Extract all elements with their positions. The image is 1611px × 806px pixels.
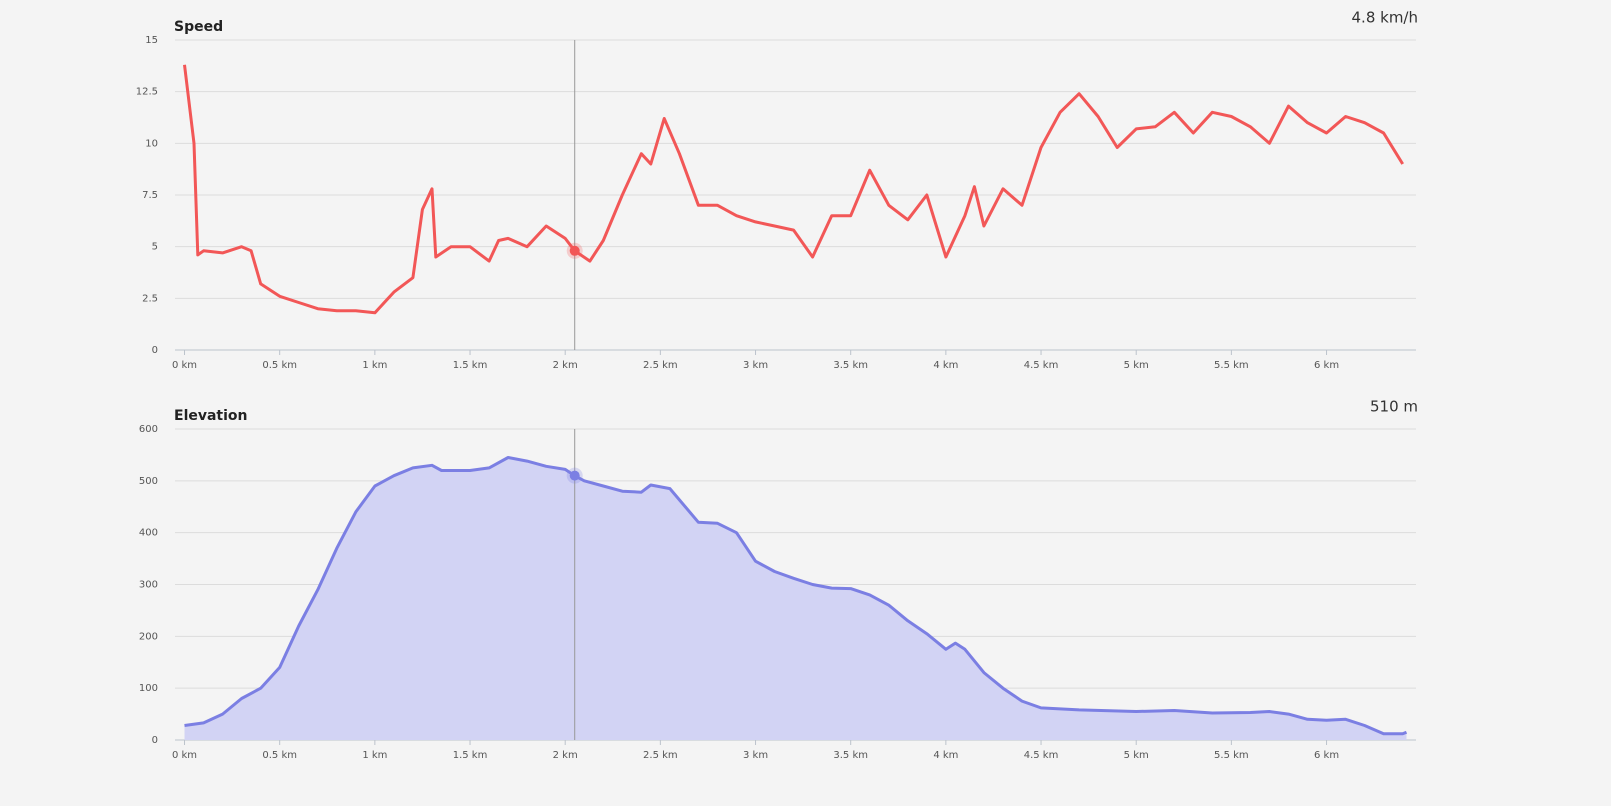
x-tick-label: 4.5 km: [1024, 360, 1059, 371]
y-tick-label: 5: [152, 242, 158, 253]
x-tick-label: 5.5 km: [1214, 750, 1249, 761]
y-tick-label: 300: [139, 580, 158, 591]
y-tick-label: 0: [152, 345, 158, 356]
cursor-dot: [569, 470, 580, 481]
x-tick-label: 1.5 km: [453, 750, 488, 761]
x-tick-label: 0 km: [172, 360, 197, 371]
readout: 510 m: [1370, 398, 1418, 416]
x-tick-label: 1 km: [362, 360, 387, 371]
y-tick-label: 15: [145, 35, 158, 46]
chart-title: Elevation: [174, 408, 248, 424]
x-tick-label: 6 km: [1314, 750, 1339, 761]
x-tick-label: 3.5 km: [833, 360, 868, 371]
x-tick-label: 3 km: [743, 360, 768, 371]
x-tick-label: 0.5 km: [262, 750, 297, 761]
y-tick-label: 2.5: [142, 293, 158, 304]
y-tick-label: 12.5: [136, 87, 158, 98]
readout: 4.8 km/h: [1352, 9, 1418, 27]
x-tick-label: 4.5 km: [1024, 750, 1059, 761]
x-tick-label: 2.5 km: [643, 750, 678, 761]
y-tick-label: 600: [139, 424, 158, 435]
x-tick-label: 5 km: [1124, 750, 1149, 761]
x-tick-label: 2.5 km: [643, 360, 678, 371]
x-tick-label: 2 km: [553, 360, 578, 371]
x-tick-label: 1 km: [362, 750, 387, 761]
chart-title: Speed: [174, 19, 223, 35]
x-tick-label: 2 km: [553, 750, 578, 761]
x-tick-label: 6 km: [1314, 360, 1339, 371]
cursor-dot: [569, 245, 580, 256]
area-fill: [184, 457, 1407, 740]
x-tick-label: 4 km: [933, 750, 958, 761]
x-tick-label: 3 km: [743, 750, 768, 761]
y-tick-label: 200: [139, 631, 158, 642]
series-line: [184, 456, 1408, 736]
x-tick-label: 3.5 km: [833, 750, 868, 761]
y-tick-label: 7.5: [142, 190, 158, 201]
y-tick-label: 100: [139, 683, 158, 694]
y-tick-label: 10: [145, 138, 158, 149]
y-tick-label: 0: [152, 735, 158, 746]
y-tick-label: 500: [139, 476, 158, 487]
x-tick-label: 5.5 km: [1214, 360, 1249, 371]
x-tick-label: 0.5 km: [262, 360, 297, 371]
x-tick-label: 1.5 km: [453, 360, 488, 371]
series-line: [183, 64, 1404, 315]
y-tick-label: 400: [139, 528, 158, 539]
x-tick-label: 0 km: [172, 750, 197, 761]
x-tick-label: 4 km: [933, 360, 958, 371]
x-tick-label: 5 km: [1124, 360, 1149, 371]
